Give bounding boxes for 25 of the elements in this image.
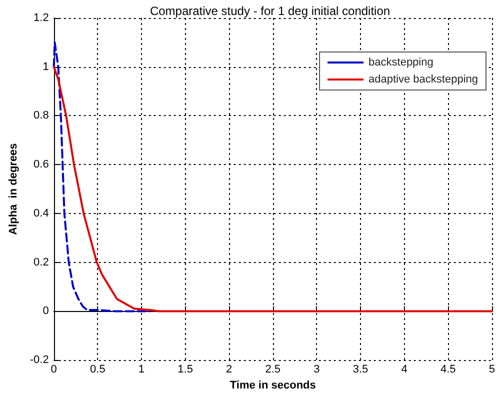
legend-label: adaptive backstepping xyxy=(368,74,478,86)
x-tick-label: 3 xyxy=(314,364,320,376)
x-tick-label: 0.5 xyxy=(90,364,106,376)
x-tick-label: 5 xyxy=(488,364,496,376)
x-tick-label: 2.5 xyxy=(265,364,281,376)
legend-label: backstepping xyxy=(368,56,434,68)
y-tick-label: 1 xyxy=(42,60,49,73)
y-tick-label: 0.2 xyxy=(34,256,49,268)
y-tick-label: -0.2 xyxy=(30,354,49,366)
x-tick-label: 4.5 xyxy=(440,364,456,376)
y-tick-label: 0.8 xyxy=(34,110,49,122)
y-tick-label: 0.6 xyxy=(34,158,49,171)
line-series xyxy=(52,41,152,312)
x-tick-label: 1 xyxy=(138,364,145,376)
chart-title: Comparative study - for 1 deg initial condition xyxy=(150,4,390,18)
y-axis-title: Alpha in degrees xyxy=(8,143,20,235)
x-tick-label: 1.5 xyxy=(178,364,193,376)
x-tick-label: 0 xyxy=(50,364,57,376)
x-tick-label: 3.5 xyxy=(352,364,368,376)
x-axis-title: Time in seconds xyxy=(230,380,316,392)
y-tick-label: 1.2 xyxy=(34,12,49,24)
y-tick-label: 0 xyxy=(42,305,49,318)
y-tick-label: 0.4 xyxy=(34,207,49,220)
x-tick-label: 4 xyxy=(401,364,408,376)
x-tick-label: 2 xyxy=(226,364,232,376)
